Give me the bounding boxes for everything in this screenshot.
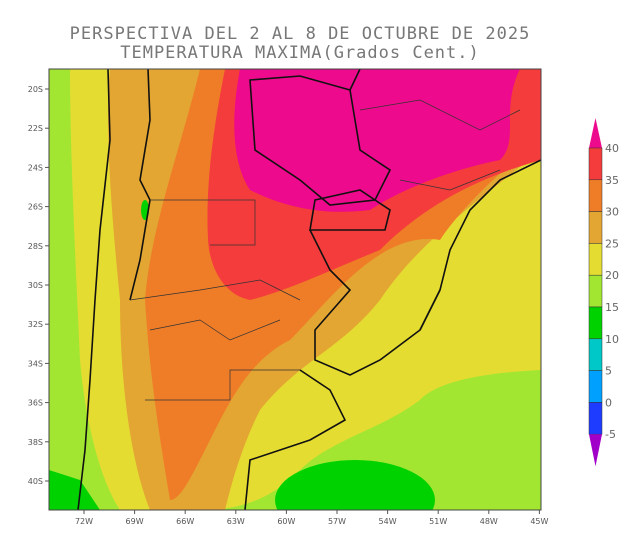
zone-above-40: [234, 69, 521, 212]
colorbar-label: 30: [605, 206, 619, 219]
lat-label: 28S: [28, 242, 43, 251]
latitude-axis: 20S 22S 24S 26S 28S 30S 32S 34S 36S 38S 40S: [28, 85, 49, 486]
colorbar-band: [588, 243, 603, 276]
lon-label: 57W: [328, 517, 346, 526]
colorbar-label: 10: [605, 333, 619, 346]
lat-label: 38S: [28, 438, 43, 447]
colorbar-band: [588, 402, 603, 435]
lat-label: 22S: [28, 124, 43, 133]
lat-label: 32S: [28, 320, 43, 329]
zone-10-15: [275, 460, 435, 510]
lat-label: 20S: [28, 85, 43, 94]
lon-label: 69W: [126, 517, 144, 526]
colorbar-label: 15: [605, 301, 619, 314]
lat-label: 24S: [28, 163, 43, 172]
colorbar-label: -5: [605, 428, 616, 441]
colorbar-band: [588, 147, 603, 181]
colorbar-band: [588, 370, 603, 403]
lon-label: 72W: [75, 517, 93, 526]
title-line-2: TEMPERATURA MAXIMA(Grados Cent.): [120, 43, 480, 63]
lat-label: 40S: [28, 477, 43, 486]
lon-label: 51W: [429, 517, 447, 526]
lon-label: 63W: [227, 517, 245, 526]
province-borders: [129, 99, 521, 401]
colorbar-arrow-top: [589, 118, 602, 148]
map-frame: [48, 68, 542, 511]
lon-label: 48W: [480, 517, 498, 526]
colorbar-label: 5: [605, 365, 612, 378]
lon-label: 45W: [530, 517, 548, 526]
lat-label: 36S: [28, 399, 43, 408]
temperature-field: [49, 69, 541, 510]
lat-label: 30S: [28, 281, 43, 290]
lat-label: 26S: [28, 203, 43, 212]
lon-label: 54W: [379, 517, 397, 526]
lat-label: 34S: [28, 359, 43, 368]
colorbar-band: [588, 306, 603, 340]
title-line-1: PERSPECTIVA DEL 2 AL 8 DE OCTUBRE DE 202…: [69, 24, 531, 44]
colorbar-band: [588, 211, 603, 244]
country-borders: [77, 69, 541, 510]
colorbar-label: 40: [605, 142, 619, 155]
longitude-axis: 72W 69W 66W 63W 60W 57W 54W 51W 48W 45W: [75, 510, 549, 526]
colorbar: 40 35 30 25 20 15 10 5 0 -5: [588, 118, 619, 467]
colorbar-band: [588, 338, 603, 371]
colorbar-label: 25: [605, 237, 619, 250]
colorbar-label: 0: [605, 396, 612, 409]
colorbar-band: [588, 274, 603, 308]
lon-label: 66W: [176, 517, 194, 526]
colorbar-label: 20: [605, 269, 619, 282]
colorbar-arrow-bottom: [589, 434, 602, 467]
colorbar-band: [588, 179, 603, 212]
lon-label: 60W: [277, 517, 295, 526]
zone-10-15-south: [49, 470, 100, 510]
colorbar-label: 35: [605, 174, 619, 187]
